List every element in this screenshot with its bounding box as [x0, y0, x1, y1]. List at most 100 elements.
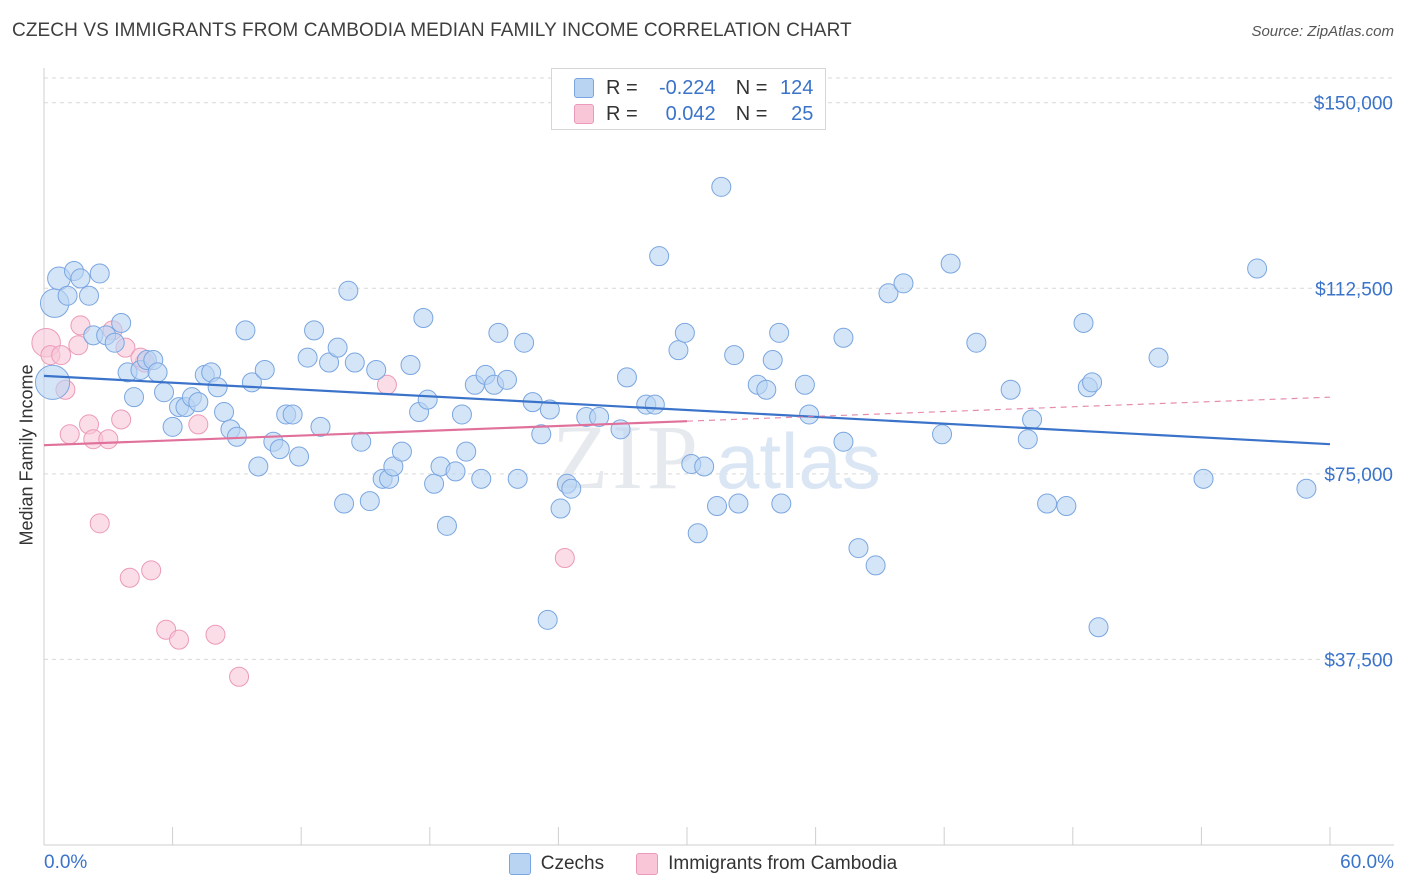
czech-point — [707, 496, 728, 517]
czech-point — [616, 367, 637, 388]
czech-point — [319, 352, 340, 373]
czech-point — [282, 404, 303, 425]
czech-points — [34, 176, 1317, 638]
czech-point — [687, 523, 708, 544]
czech-point — [878, 283, 899, 304]
czech-point — [383, 456, 404, 477]
czech-point — [674, 322, 695, 343]
czech-point — [1296, 478, 1317, 499]
cambodia-point — [229, 666, 250, 687]
czech-point — [848, 538, 869, 559]
czech-point — [537, 609, 558, 630]
czech-point — [865, 555, 886, 576]
cambodia-point — [68, 335, 89, 356]
czech-point — [424, 473, 445, 494]
czech-point — [531, 424, 552, 445]
czech-point — [724, 345, 745, 366]
czech-trend-line — [43, 374, 1331, 446]
legend-label-czechs: Czechs — [540, 853, 605, 874]
cambodia-n-value: 25 — [791, 102, 814, 125]
czech-point — [57, 285, 78, 306]
cambodia-point — [59, 424, 80, 445]
czech-point — [456, 441, 477, 462]
czech-point — [214, 402, 235, 423]
czech-point — [451, 404, 472, 425]
czechs-r-value: -0.224 — [658, 76, 716, 99]
y-tick-labels: $37,500 $75,000 $112,500 $150,000 — [1314, 94, 1393, 672]
grid-lines — [44, 77, 1394, 660]
legend-item-czechs[interactable]: Czechs — [508, 853, 605, 875]
cambodia-trend-line — [43, 420, 688, 447]
cambodia-swatch — [574, 104, 594, 124]
czech-point — [756, 379, 777, 400]
czech-point — [893, 273, 914, 294]
czech-point — [833, 327, 854, 348]
czechs-swatch — [574, 78, 594, 98]
czech-point — [79, 285, 100, 306]
watermark-atlas: atlas — [716, 417, 881, 505]
czech-point — [1037, 493, 1058, 514]
czech-point — [235, 320, 256, 341]
legend-label-cambodia: Immigrants from Cambodia — [668, 853, 898, 874]
y-tick-label: $75,000 — [1324, 465, 1393, 486]
czech-point — [111, 312, 132, 333]
czech-point — [70, 268, 91, 289]
x-tick-max: 60.0% — [1340, 852, 1394, 873]
czech-point — [359, 491, 380, 512]
czech-point — [1082, 372, 1103, 393]
czech-point — [188, 392, 209, 413]
czech-point — [771, 493, 792, 514]
czech-point — [338, 280, 359, 301]
n-label: N = — [735, 76, 768, 99]
czech-point — [644, 394, 665, 415]
czech-point — [436, 515, 457, 536]
czech-point — [769, 322, 790, 343]
czech-point — [694, 456, 715, 477]
czech-point — [514, 332, 535, 353]
cambodia-point — [169, 629, 190, 650]
czech-point — [297, 347, 318, 368]
chart-title: CZECH VS IMMIGRANTS FROM CAMBODIA MEDIAN… — [12, 20, 852, 41]
cambodia-trend-extension — [686, 396, 1331, 422]
czech-point — [1088, 617, 1109, 638]
cambodia-point — [205, 624, 226, 645]
czechs-swatch — [508, 853, 531, 875]
czech-point — [334, 493, 355, 514]
x-tick-min: 0.0% — [44, 852, 88, 873]
cambodia-swatch — [636, 853, 659, 875]
cambodia-point — [98, 429, 119, 450]
czech-point — [104, 332, 125, 353]
czech-point — [147, 362, 168, 383]
cambodia-r-value: 0.042 — [665, 102, 716, 125]
czech-point — [1148, 347, 1169, 368]
czech-point — [289, 446, 310, 467]
n-label: N = — [735, 102, 768, 125]
series-legend: Czechs Immigrants from Cambodia — [0, 850, 1406, 878]
cambodia-point — [119, 567, 140, 588]
legend-item-cambodia[interactable]: Immigrants from Cambodia — [636, 853, 897, 875]
czech-point — [649, 246, 670, 267]
czech-point — [304, 320, 325, 341]
source-credit: Source: ZipAtlas.com — [1251, 23, 1394, 40]
legend-row-cambodia: R = 0.042 N = 25 — [574, 101, 813, 127]
czech-point — [154, 382, 175, 403]
czech-point — [966, 332, 987, 353]
czech-point — [1017, 429, 1038, 450]
cambodia-point — [188, 414, 209, 435]
czech-point — [1193, 468, 1214, 489]
czech-point — [413, 307, 434, 328]
czech-point — [34, 364, 71, 400]
czech-point — [539, 399, 560, 420]
czech-point — [794, 374, 815, 395]
czech-point — [269, 439, 290, 460]
czech-point — [162, 416, 183, 437]
czech-point — [496, 369, 517, 390]
r-label: R = — [606, 76, 638, 99]
axes — [43, 68, 1394, 846]
czech-point — [1073, 312, 1094, 333]
cambodia-point — [51, 345, 72, 366]
czech-point — [932, 424, 953, 445]
czech-point — [550, 498, 571, 519]
czech-point — [124, 387, 145, 408]
